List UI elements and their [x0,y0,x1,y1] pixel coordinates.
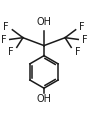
Text: F: F [1,35,6,45]
Text: F: F [82,35,87,45]
Text: F: F [75,46,80,56]
Text: OH: OH [37,17,51,27]
Text: F: F [3,22,9,32]
Text: OH: OH [37,93,51,103]
Text: F: F [79,22,85,32]
Text: F: F [8,46,13,56]
